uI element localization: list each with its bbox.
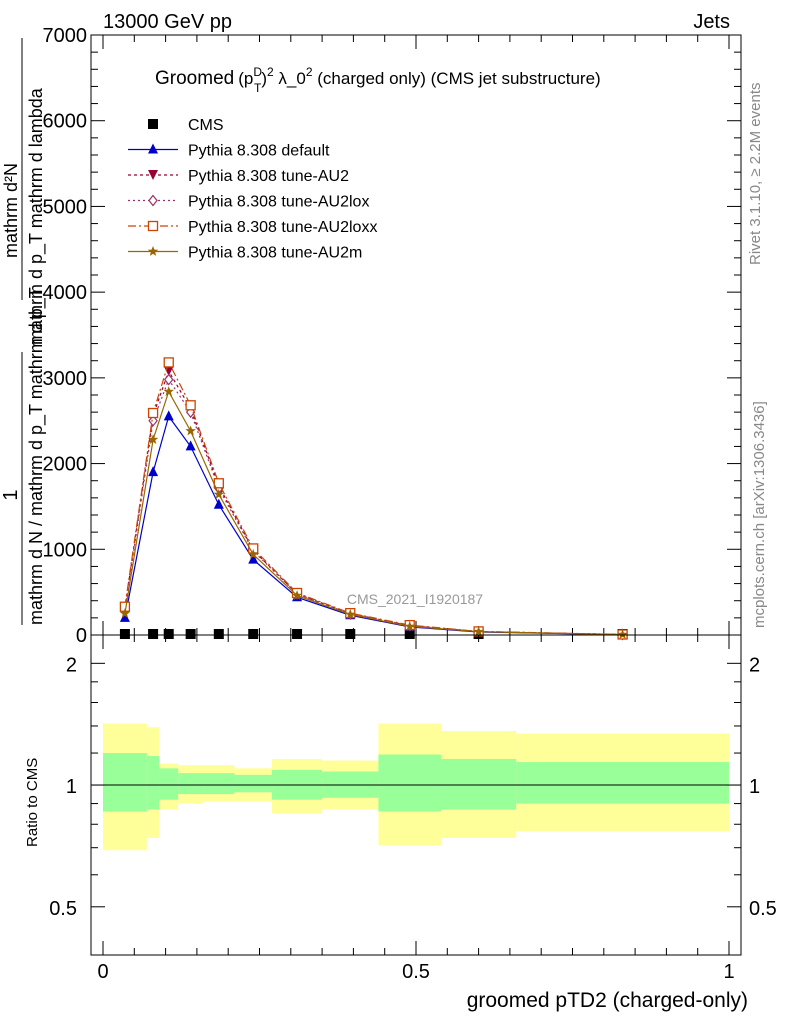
series-point (185, 425, 196, 436)
ratio-band-inner (146, 755, 160, 810)
ratio-xtick-label: 0 (97, 961, 108, 983)
ratio-plot: 0.5 0.5 1 1 2 2 0 0.5 1 (49, 634, 777, 983)
legend-marker (148, 143, 158, 154)
ratio-ylabel: Ratio to CMS (24, 758, 41, 847)
legend: CMS Pythia 8.308 default Pythia 8.308 tune… (128, 117, 377, 262)
main-ylabel: 1 mathrm d N / mathrm d p_T mathrm d p_T… (0, 38, 47, 625)
main-series (119, 357, 628, 641)
ratio-ytick-label-left: 1 (66, 776, 77, 798)
series-point (185, 629, 196, 639)
ratio-ticks: 0.5 0.5 1 1 2 2 0 0.5 1 (49, 635, 777, 983)
legend-entry-2: Pythia 8.308 tune-AU2 (128, 168, 349, 185)
series-0 (119, 629, 628, 639)
series-point (147, 407, 159, 419)
legend-marker (148, 194, 158, 207)
series-point (213, 488, 224, 499)
series-point (147, 434, 159, 444)
ratio-ytick-label-left: 0.5 (49, 898, 77, 920)
series-point (163, 386, 174, 396)
main-ticks: 0 1000 2000 3000 4000 5000 6000 7000 (43, 25, 741, 647)
main-ylabel-num: 1 (0, 489, 22, 500)
series-point (345, 608, 356, 619)
ratio-band-inner (178, 773, 204, 795)
series-point (213, 629, 224, 639)
series-point (248, 548, 259, 559)
series-point (163, 357, 174, 368)
mcplots-label: mcplots.cern.ch [arXiv:1306.3436] (751, 401, 768, 628)
series-point (292, 629, 303, 639)
series-5 (119, 386, 628, 639)
series-point (163, 373, 174, 386)
series-point (185, 440, 196, 451)
ratio-ytick-label-left: 2 (66, 654, 77, 676)
legend-marker (148, 170, 158, 180)
main-ytick-label: 7000 (43, 25, 88, 47)
main-ytick-label: 0 (76, 625, 87, 647)
series-point (148, 466, 159, 477)
legend-entry-4: Pythia 8.308 tune-AU2loxx (128, 219, 377, 236)
series-point (119, 629, 130, 639)
series-point (248, 553, 259, 564)
main-ytick-label: 3000 (43, 368, 88, 390)
x-axis-label: groomed pTD2 (charged-only) (467, 989, 748, 1012)
series-point (617, 629, 628, 639)
legend-marker (147, 220, 159, 232)
legend-label: Pythia 8.308 tune-AU2m (188, 245, 362, 262)
legend-marker (147, 246, 159, 256)
legend-marker (148, 119, 158, 129)
legend-label: CMS (188, 117, 224, 134)
ratio-xtick-label: 1 (723, 961, 734, 983)
rivet-version-label: Rivet 3.1.10, ≥ 2.2M events (747, 83, 764, 266)
series-point (148, 629, 159, 639)
ratio-band-inner (441, 758, 517, 810)
ratio-ytick-label-right: 2 (749, 654, 760, 676)
main-ylabel-top2: mathrm d p_T mathrm d lambda (26, 87, 47, 345)
series-point (248, 629, 259, 639)
series-point (404, 620, 415, 631)
header-energy-label: 13000 GeV pp (103, 11, 232, 33)
ratio-band-inner (159, 768, 179, 800)
ratio-ytick-label-right: 1 (749, 776, 760, 798)
main-ytick-label: 6000 (43, 111, 88, 133)
main-plot: 0 1000 2000 3000 4000 5000 6000 7000 CMS_2021_I… (43, 25, 742, 647)
header-jets-label: Jets (693, 11, 730, 33)
main-ytick-label: 2000 (43, 454, 88, 476)
legend-entry-0: CMS (148, 117, 224, 134)
series-point (119, 611, 130, 622)
series-point (404, 629, 415, 639)
legend-entry-3: Pythia 8.308 tune-AU2lox (128, 194, 369, 211)
ratio-ytick-label-right: 0.5 (749, 898, 777, 920)
ratio-band-inner (103, 753, 147, 812)
legend-label: Pythia 8.308 tune-AU2loxx (188, 219, 377, 236)
main-ytick-label: 4000 (43, 282, 88, 304)
ratio-bands (91, 723, 741, 851)
series-point (345, 629, 356, 639)
main-ytick-label: 1000 (43, 539, 88, 561)
legend-entry-5: Pythia 8.308 tune-AU2m (128, 245, 362, 262)
legend-entry-1: Pythia 8.308 default (128, 143, 330, 160)
series-point (291, 590, 303, 600)
series-line (124, 378, 623, 636)
main-title: Groomed (pD T)2 λ_02 (charged only) (CMS j… (155, 65, 601, 95)
ratio-xtick-label: 0.5 (402, 961, 430, 983)
series-point (213, 498, 224, 509)
legend-label: Pythia 8.308 tune-AU2lox (188, 194, 369, 211)
ratio-band-inner (234, 774, 273, 793)
legend-label: Pythia 8.308 default (188, 143, 330, 160)
series-point (163, 410, 174, 421)
main-ylabel-top: mathrm d²N (1, 163, 21, 258)
ratio-band-inner (516, 762, 729, 804)
series-point (473, 626, 484, 637)
series-point (148, 414, 158, 427)
series-point (119, 608, 131, 618)
ratio-band-inner (203, 773, 235, 795)
main-ylabel-den: mathrm d N / mathrm d p_T mathrm d p_T (26, 287, 47, 625)
watermark-label: CMS_2021_I1920187 (347, 591, 483, 607)
ratio-band-inner (378, 754, 442, 812)
series-point (163, 629, 174, 639)
main-ytick-label: 5000 (43, 196, 88, 218)
legend-label: Pythia 8.308 tune-AU2 (188, 168, 349, 185)
series-point (185, 400, 196, 411)
